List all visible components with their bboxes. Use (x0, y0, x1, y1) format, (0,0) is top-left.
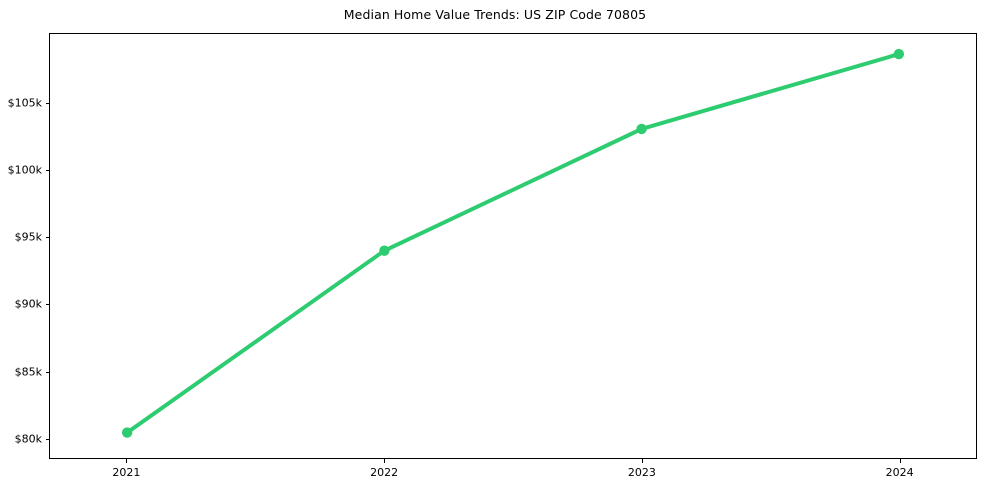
series-layer (121, 48, 905, 438)
data-point-2021 (121, 427, 133, 438)
x-tick-label-2023: 2023 (627, 466, 656, 479)
data-point-markers (121, 48, 905, 438)
plot-area (49, 33, 977, 459)
chart-title: Median Home Value Trends: US ZIP Code 70… (343, 7, 647, 22)
y-axis-tick-labels: $80k $85k $90k $95k $100k $105k (0, 0, 42, 490)
y-tick-label-95k: $95k (14, 230, 42, 244)
x-tick-mark-2024 (899, 458, 901, 463)
data-point-2022 (379, 245, 390, 256)
y-tick-label-90k: $90k (14, 297, 42, 311)
data-point-2023 (636, 123, 647, 135)
x-tick-label-2021: 2021 (112, 466, 141, 479)
line-series-median-home-value (125, 52, 901, 435)
y-tick-label-105k: $105k (7, 96, 42, 110)
x-tick-mark-2022 (384, 458, 386, 463)
x-tick-label-2022: 2022 (370, 466, 399, 479)
x-tick-mark-2023 (641, 458, 643, 463)
data-point-2024 (893, 48, 905, 60)
x-tick-label-2024: 2024 (885, 466, 914, 479)
y-tick-label-85k: $85k (14, 365, 42, 379)
y-tick-label-100k: $100k (7, 163, 42, 177)
x-tick-mark-2021 (126, 458, 128, 463)
y-tick-label-80k: $80k (14, 432, 42, 446)
